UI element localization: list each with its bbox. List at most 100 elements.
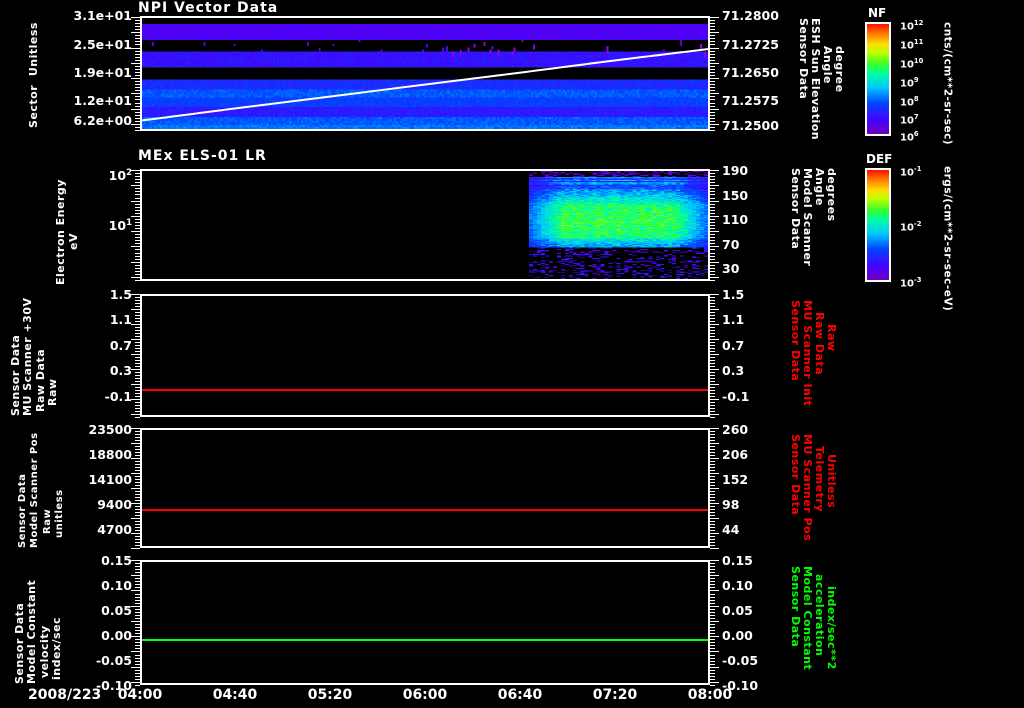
panel-4-right-tick-1: 206 [722,447,749,462]
panel-4-plot-area [140,428,710,548]
panel-2-right-axis-units: degrees [825,168,838,222]
panel-2-spectrogram [529,171,708,279]
panel-mex-els-01-lr: MEx ELS-01 LR Electron Energy eV 102 101… [0,148,1024,290]
panel-5-left-tick-1: 0.10 [101,578,132,593]
panel-1-left-tick-3: 1.2e+01 [73,93,133,108]
time-tick-0: 04:00 [117,687,163,703]
panel-3-right-tick-2: 0.7 [722,338,745,353]
nf-colorbar-tick-1: 1011 [900,38,924,52]
panel-1-left-axis-label-line-2: Unitless [27,22,40,77]
panel-5-left-tick-5: -0.10 [95,678,132,693]
panel-1-left-axis-label: Sector Unitless [27,22,40,128]
panel-1-right-axis-label-line-4: degree [833,46,846,93]
panel-4-left-tick-1: 18800 [88,447,133,462]
panel-2-left-tick-0: 102 [108,168,132,184]
panel-3-left-tick-2: 0.7 [109,338,132,353]
time-axis: 2008/223 04:00 04:40 05:20 06:00 06:40 0… [0,685,1024,708]
panel-2-right-axis-sublabel: Model Scanner [801,168,814,267]
panel-4-left-tick-2: 14100 [88,472,133,487]
panel-3-right-axis-datalabel: Raw Data [813,312,826,376]
panel-1-right-tick-3: 71.2575 [722,93,779,108]
panel-3-left-tick-1: 1.1 [109,312,132,327]
panel-5-left-axis-label: Sensor Data [13,602,26,684]
panel-4-right-axis-sublabel: MU Scanner Pos [801,434,814,542]
panel-5-left-tick-0: 0.15 [101,553,132,568]
panel-5-right-axis-units: index/sec**2 [825,586,838,670]
panel-2-right-tick-4: 30 [722,261,740,276]
panel-4-left-tick-4: 4700 [97,522,132,537]
panel-3-right-tick-3: 0.3 [722,363,745,378]
panel-1-right-axis-label-line-1: Sensor Data [797,18,810,100]
panel-2-right-minor-ticks [710,170,719,281]
panel-1-right-axis-label-line-2: ESH Sun Elevation [809,18,822,141]
panel-2-right-tick-1: 150 [722,188,749,203]
panel-2-left-axis-label: Electron Energy [54,170,67,285]
nf-tick-exp-4: 8 [913,95,919,103]
panel-1-left-minor-ticks [131,17,140,131]
panel-1-sun-elevation-trace [142,18,708,129]
time-tick-5: 07:20 [592,687,638,703]
nf-colorbar-swatch [865,22,891,136]
panel-mu-scanner-30v-raw: Sensor Data MU Scanner +30V Raw Data Raw… [0,287,1024,425]
panel-5-right-axis-label: Sensor Data [789,566,802,648]
time-tick-6: 08:00 [687,687,733,703]
time-axis-date-prefix: 2008/223 [28,687,102,703]
panel-3-left-tick-3: 0.3 [109,363,132,378]
nf-colorbar-title: NF [868,6,887,20]
panel-1-plot-area [140,16,710,131]
panel-5-left-axis-sublabel: Model Constant [25,579,38,684]
nf-colorbar-gradient [867,24,889,134]
panel-2-right-tick-3: 70 [722,237,740,252]
panel-3-left-minor-ticks [131,294,140,418]
time-tick-2: 05:20 [307,687,353,703]
def-tick-exp-2: -3 [913,276,922,284]
panel-3-trace [142,389,708,391]
panel-1-right-tick-2: 71.2650 [722,65,779,80]
def-colorbar-units: ergs/(cm**2-sr-sec-eV) [941,166,954,312]
panel-3-plot-area [140,294,710,417]
panel-3-right-tick-1: 1.1 [722,312,745,327]
panel-3-right-tick-4: -0.1 [722,389,750,404]
time-tick-1: 04:40 [212,687,258,703]
panel-5-left-tick-2: 0.05 [101,603,132,618]
panel-1-title: NPI Vector Data [138,0,279,16]
def-colorbar-tick-2: 10-3 [900,276,922,290]
panel-3-left-axis-datalabel: Raw Data [34,348,47,412]
panel-1-left-axis-label-line-1: Sector [27,84,40,128]
panel-4-left-tick-3: 9400 [97,497,132,512]
panel-5-right-axis-datalabel: acceleration [813,574,826,657]
panel-2-title: MEx ELS-01 LR [138,148,267,164]
panel-3-left-axis-units: Raw [46,378,59,406]
panel-1-right-axis-label-line-3: Angle [821,46,834,84]
nf-colorbar-tick-6: 106 [900,130,919,144]
panel-4-left-axis-label: Sensor Data [17,473,28,548]
panel-3-left-tick-0: 1.5 [109,287,132,302]
panel-2-left-axis-units: eV [67,233,80,250]
panel-5-trace [142,639,708,641]
panel-1-right-axis-label: Sensor Data [797,18,810,143]
def-tick-exp-0: -1 [913,165,922,173]
def-colorbar-tick-1: 10-2 [900,220,922,234]
nf-tick-exp-3: 9 [913,76,919,84]
def-colorbar-title: DEF [866,152,893,166]
panel-5-left-tick-4: -0.05 [95,653,132,668]
panel-1-left-tick-2: 1.9e+01 [73,65,133,80]
panel-2-left-tick-1: 101 [108,218,132,234]
panel-1-right-tick-4: 71.2500 [722,118,779,133]
panel-1-right-axis-sublabel: ESH Sun Elevation [809,18,822,143]
panel-5-right-axis-sublabel: Model Constant [801,566,814,671]
panel-5-plot-area [140,560,710,685]
panel-2-left-tick-1-exp: 1 [126,218,132,228]
panel-5-right-minor-ticks [710,560,719,686]
nf-colorbar-group: NF 1012 1011 1010 109 108 107 106 cnts/(… [860,6,1024,151]
nf-colorbar-tick-0: 1012 [900,19,924,33]
panel-3-right-axis-sublabel: MU Scanner Init [801,300,814,407]
panel-2-right-tick-2: 110 [722,212,749,227]
panel-5-left-tick-3: 0.00 [101,628,132,643]
nf-colorbar-tick-4: 108 [900,95,919,109]
nf-colorbar-tick-5: 107 [900,113,919,127]
panel-3-right-axis-units: Raw [825,324,838,352]
time-tick-4: 06:40 [497,687,543,703]
panel-3-left-tick-4: -0.1 [104,389,132,404]
panel-5-right-tick-0: 0.15 [722,553,753,568]
